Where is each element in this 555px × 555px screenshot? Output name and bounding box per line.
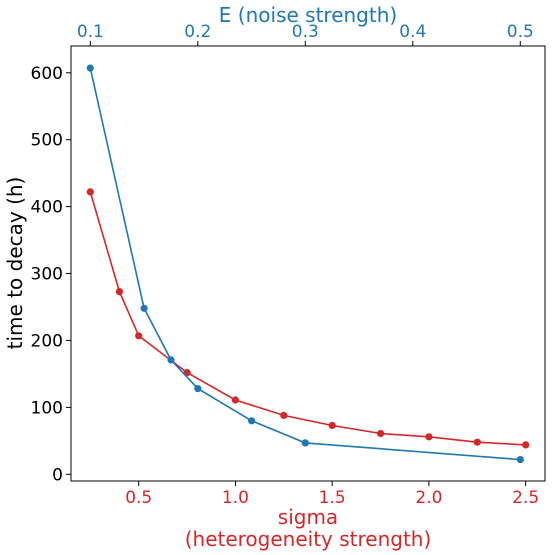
sigma-data-point <box>231 396 239 404</box>
x-axis-bottom-label-line2: (heterogeneity strength) <box>185 527 432 551</box>
noise-data-point <box>516 456 524 464</box>
sigma-data-point <box>328 421 336 430</box>
x-axis-bottom-label-line1: sigma <box>278 505 338 529</box>
y-tick-label: 400 <box>31 198 63 218</box>
x-bottom-tick-label: 2.5 <box>512 488 539 508</box>
tick-labels: 0 100 200 300 400 500 600 0.5 1.0 1.5 2.0 2.5 0.1 0.2… <box>31 22 540 508</box>
sigma-data-point <box>473 438 481 446</box>
tick-marks <box>66 41 527 486</box>
noise-data-point <box>248 417 256 425</box>
x-bottom-tick-label: 0.5 <box>125 488 152 508</box>
x-top-tick-label: 0.4 <box>399 22 426 42</box>
x-top-tick-label: 0.3 <box>292 22 319 42</box>
noise-data-point <box>86 64 94 72</box>
y-tick-label: 100 <box>31 398 63 418</box>
sigma-data-point <box>377 429 385 438</box>
noise-data-point <box>301 439 309 447</box>
sigma-data-point <box>425 433 433 441</box>
noise-data-point <box>167 356 175 364</box>
x-bottom-tick-label: 1.5 <box>319 488 346 508</box>
y-tick-label: 200 <box>31 331 63 351</box>
noise-data-point <box>194 385 202 393</box>
noise-data-point <box>140 304 148 312</box>
sigma-data-point <box>115 288 123 296</box>
x-bottom-tick-label: 2.0 <box>415 488 442 508</box>
sigma-data-point <box>522 441 530 449</box>
y-tick-label: 0 <box>52 465 63 485</box>
x-top-tick-label: 0.5 <box>507 22 534 42</box>
series-layer <box>86 64 530 464</box>
x-top-tick-label: 0.1 <box>77 22 104 42</box>
y-tick-label: 600 <box>31 64 63 84</box>
x-bottom-tick-label: 1.0 <box>222 488 249 508</box>
x-axis-top-label: E (noise strength) <box>219 3 397 27</box>
plot-area <box>70 45 546 482</box>
y-tick-label: 500 <box>31 131 63 151</box>
y-tick-label: 300 <box>31 265 63 285</box>
sigma-data-point <box>135 332 143 340</box>
y-axis-label: time to decay (h) <box>3 177 27 350</box>
sigma-data-point <box>280 411 288 419</box>
sigma-data-point <box>86 188 94 196</box>
x-top-tick-label: 0.2 <box>184 22 211 42</box>
